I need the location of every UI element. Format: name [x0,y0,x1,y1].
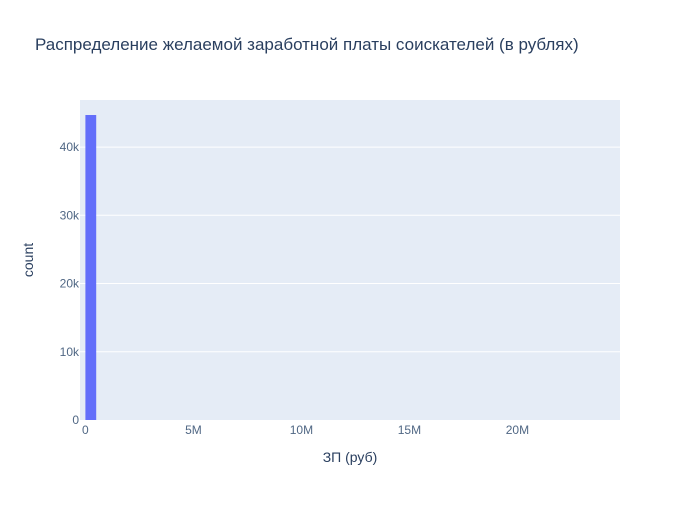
x-tick-label: 15M [398,423,421,437]
x-axis-title: ЗП (руб) [323,449,378,465]
y-axis-ticks: 0 10k 20k 30k 40k [60,140,80,427]
y-tick-label: 10k [60,345,80,359]
x-tick-label: 5M [185,423,202,437]
grid-lines [80,146,620,353]
y-tick-label: 30k [60,208,80,222]
chart-title: Распределение желаемой заработной платы … [35,35,579,54]
x-tick-label: 10M [290,423,313,437]
x-tick-label: 20M [506,423,529,437]
y-tick-label: 20k [60,277,80,291]
y-tick-label: 0 [72,413,79,427]
histogram-bar [85,115,97,421]
histogram-bars [85,115,97,421]
y-tick-label: 40k [60,140,80,154]
plot-background [80,100,620,420]
x-axis-ticks: 0 5M 10M 15M 20M [82,423,529,437]
y-axis-title: count [20,243,36,277]
x-tick-label: 0 [82,423,89,437]
